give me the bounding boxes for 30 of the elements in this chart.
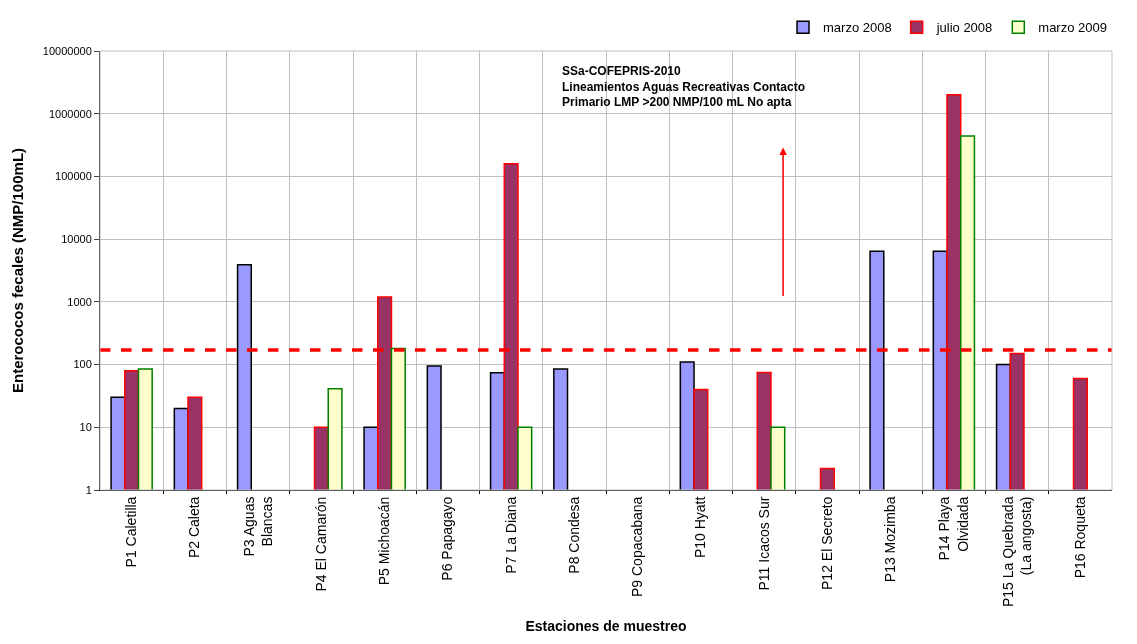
x-tick-label: P14 Playa Olvidada <box>936 496 971 561</box>
y-tick-label: 1000000 <box>48 107 92 120</box>
x-tick-label: P8 Condesa <box>565 496 582 574</box>
y-tick-label: 10000 <box>61 232 92 245</box>
x-tick-label: P1 Caletilla <box>123 496 140 568</box>
y-tick-label: 1000 <box>67 295 92 308</box>
x-tick-label: P5 Michoacán <box>376 496 393 586</box>
x-tick-label: P11 Icacos Sur <box>755 496 772 591</box>
x-tick-label: P4 El Camarón <box>312 496 329 592</box>
y-tick-label: 100000 <box>55 170 92 183</box>
x-tick-label: P16 Roqueta <box>1071 496 1088 579</box>
x-tick-label: P15 La Quebrada (La angosta) <box>999 496 1034 608</box>
y-tick-label: 100 <box>73 358 92 371</box>
x-tick-label: P3 Aguas Blancas <box>240 496 275 557</box>
annotation: SSa-COFEPRIS-2010 Lineamientos Aguas Recreativas Contacto Primario LMP >200 NMP/100 mL No apta <box>562 64 805 110</box>
legend-label: marzo 2009 <box>1038 20 1107 36</box>
y-axis-title: Enterococos fecales (NMP/100mL) <box>9 147 27 394</box>
x-tick-label: P10 Hyatt <box>692 496 709 559</box>
y-tick-label: 10000000 <box>42 44 92 57</box>
x-tick-label: P2 Caleta <box>186 496 203 559</box>
y-tick-label: 1 <box>85 483 92 496</box>
x-axis-title: Estaciones de muestreo <box>525 618 687 635</box>
x-tick-label: P6 Papagayo <box>439 496 456 581</box>
x-tick-label: P13 Mozimba <box>882 496 899 583</box>
x-tick-label: P12 El Secreto <box>818 496 835 590</box>
y-tick-label: 10 <box>79 421 92 434</box>
legend-label: marzo 2008 <box>823 20 892 36</box>
x-tick-label: P9 Copacabana <box>629 496 646 598</box>
legend-label: julio 2008 <box>935 20 993 36</box>
x-tick-label: P7 La Diana <box>502 496 519 574</box>
